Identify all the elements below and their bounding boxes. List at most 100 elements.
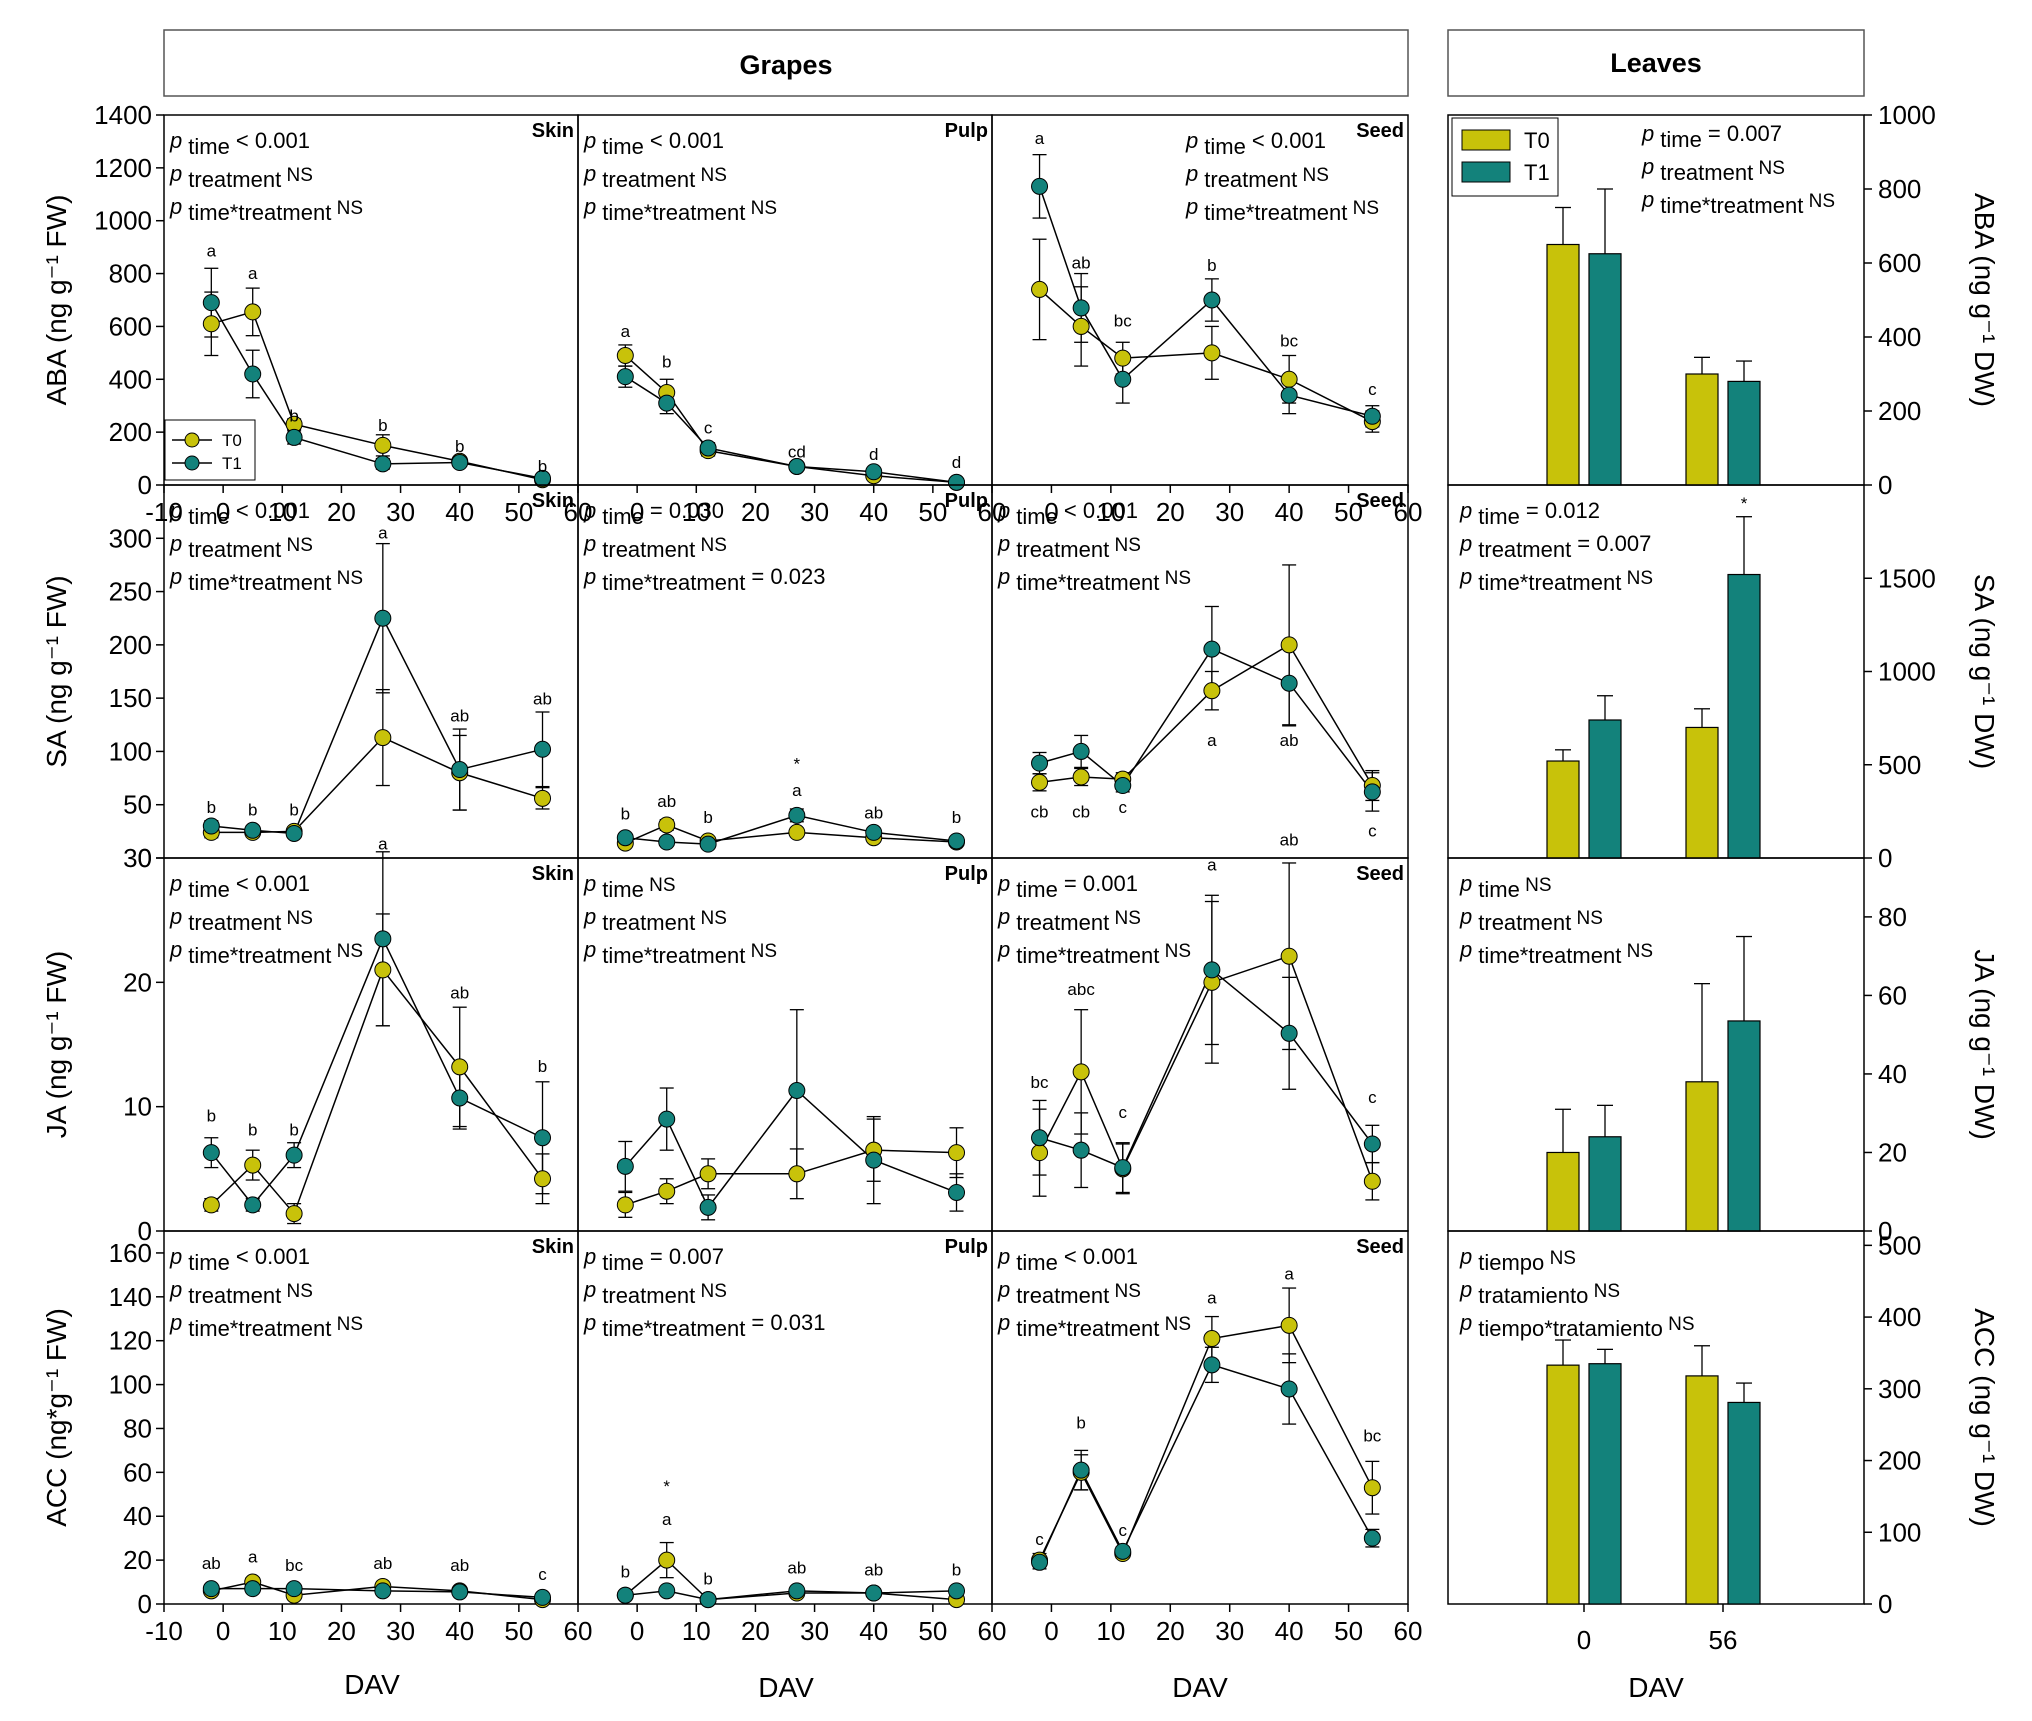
acc-pulp-point-T1 [699, 1591, 717, 1609]
leaves-header: Leaves [1610, 48, 1702, 78]
ja-leaves-ytick-label: 40 [1878, 1059, 1907, 1089]
sa-skin-sig-letter: b [207, 798, 216, 817]
acc-pulp-line-T0 [624, 1559, 957, 1601]
acc-seed-xtick-label: 10 [1096, 1616, 1125, 1646]
aba-seed-sig-letter: bc [1280, 331, 1298, 350]
aba-pulp-xtick-label: 0 [630, 497, 644, 527]
acc-skin-ytick-label: 80 [123, 1413, 152, 1443]
acc-skin-title: Skin [532, 1236, 574, 1258]
aba-pulp-sig-letter: cd [788, 442, 806, 461]
ja-pulp-point-T1 [658, 1110, 676, 1128]
sa-seed-point-T0 [1203, 682, 1221, 700]
ja-seed-title: Seed [1356, 863, 1404, 885]
legend-skin: T0 T1 [164, 419, 256, 481]
aba-skin-ytick-label: 1400 [94, 100, 152, 130]
aba-pulp-point-T1 [616, 368, 634, 386]
sa-pulp-stat-time: p time = 0.030 [583, 498, 724, 529]
aba-seed-xtick-label: 20 [1156, 497, 1185, 527]
sa-leaves-stat-time: p time = 0.012 [1459, 498, 1600, 529]
ja-skin-point-T1 [374, 930, 392, 948]
aba-pulp-sig-letter: d [952, 453, 961, 472]
ja-leaves-stat-time: p time NS [1459, 871, 1552, 902]
aba-seed-point-T1 [1363, 407, 1381, 425]
acc-leaves-ytick-label: 300 [1878, 1374, 1921, 1404]
acc-leaves-ytick-label: 0 [1878, 1589, 1892, 1619]
sa-leaves-bar-T1 [1727, 573, 1761, 859]
aba-seed-point-T1 [1072, 299, 1090, 317]
acc-pulp-xtick-label: 20 [741, 1616, 770, 1646]
acc-skin-xtick-label: 10 [268, 1616, 297, 1646]
aba-seed-sig-letter: c [1368, 380, 1377, 399]
legend-t1-marker [184, 455, 200, 471]
ja-skin-point-T0 [534, 1170, 552, 1188]
sa-seed-point-T1 [1203, 640, 1221, 658]
acc-seed-stat-treatment: p treatment NS [997, 1277, 1141, 1308]
sa-skin-ytick-label: 300 [109, 523, 152, 553]
sa-skin-ytick-label: 150 [109, 683, 152, 713]
ja-skin-sig-letter: b [207, 1107, 216, 1126]
ja-seed-sig-letter: c [1368, 1088, 1377, 1107]
ja-leaves-stat-treatment: p treatment NS [1459, 904, 1603, 935]
sa-seed-point-T0 [1280, 636, 1298, 654]
ja-skin-point-T0 [451, 1058, 469, 1076]
aba-seed-xtick-label: 40 [1275, 497, 1304, 527]
acc-leaves-ytick-label: 200 [1878, 1446, 1921, 1476]
ja-skin-stat-time: p time < 0.001 [169, 871, 310, 902]
acc-pulp-xtick-label: 0 [630, 1616, 644, 1646]
legend-leaves-t0-label: T0 [1524, 128, 1550, 153]
ja-skin-sig-letter: ab [450, 983, 469, 1002]
sa-skin-stat-time-treatment: p time*treatment NS [169, 564, 363, 595]
aba-skin-point-T1 [534, 469, 552, 487]
acc-skin-ytick-label: 40 [123, 1501, 152, 1531]
acc-pulp-xtick-label: 30 [800, 1616, 829, 1646]
sa-skin-point-T1 [244, 821, 262, 839]
aba-leaves-ytick-label: 600 [1878, 248, 1921, 278]
sa-skin-sig-letter: ab [533, 690, 552, 709]
acc-leaves-frame [1447, 1230, 1865, 1605]
aba-skin-sig-letter: a [248, 264, 258, 283]
ja-skin-point-T0 [244, 1156, 262, 1174]
acc-seed-sig-letter: c [1118, 1521, 1127, 1540]
aba-seed-xtick-label: 10 [1096, 497, 1125, 527]
aba-seed-sig-letter: ab [1072, 253, 1091, 272]
legend-leaves-t0-swatch [1461, 129, 1511, 151]
ja-skin-sig-letter: b [248, 1120, 257, 1139]
sa-skin-point-T1 [374, 609, 392, 627]
aba-seed-sig-letter: a [1035, 129, 1045, 148]
acc-seed-point-T1 [1363, 1529, 1381, 1547]
ja-skin-point-T0 [202, 1196, 220, 1214]
aba-skin-sig-letter: b [289, 407, 298, 426]
sa-leaves-ytick-label: 1500 [1878, 563, 1936, 593]
acc-skin-ytick-label: 20 [123, 1545, 152, 1575]
ja-skin-sig-letter: a [378, 834, 388, 853]
acc-skin-ylabel: ACC (ng*g⁻¹ FW) [41, 1308, 72, 1527]
acc-leaves-bar-T0 [1685, 1375, 1719, 1605]
acc-pulp-sig-letter: ab [864, 1560, 883, 1579]
acc-seed-stat-time: p time < 0.001 [997, 1244, 1138, 1275]
aba-skin-point-T0 [202, 315, 220, 333]
sa-seed-point-T0 [1072, 768, 1090, 786]
x-axis-label-pulp: DAV [758, 1672, 814, 1703]
ja-seed-point-T0 [1031, 1144, 1049, 1162]
grapes-header-box [163, 29, 1409, 97]
sa-seed-stat-time-treatment: p time*treatment NS [997, 564, 1191, 595]
sa-pulp-stat-time-treatment: p time*treatment = 0.023 [583, 564, 825, 595]
aba-seed-sig-letter: b [1207, 256, 1216, 275]
acc-skin-sig-letter: ab [373, 1554, 392, 1573]
acc-skin-xtick-label: 50 [504, 1616, 533, 1646]
sa-skin-stat-treatment: p treatment NS [169, 531, 313, 562]
ja-skin-point-T1 [202, 1144, 220, 1162]
aba-skin-stat-time-treatment: p time*treatment NS [169, 194, 363, 225]
ja-seed-point-T1 [1114, 1159, 1132, 1177]
ja-pulp-point-T1 [788, 1082, 806, 1100]
ja-pulp-title: Pulp [945, 863, 988, 885]
acc-pulp-sig-letter: b [703, 1569, 712, 1588]
aba-pulp-point-T1 [865, 463, 883, 481]
aba-seed-point-T1 [1280, 386, 1298, 404]
acc-pulp-point-T1 [788, 1582, 806, 1600]
